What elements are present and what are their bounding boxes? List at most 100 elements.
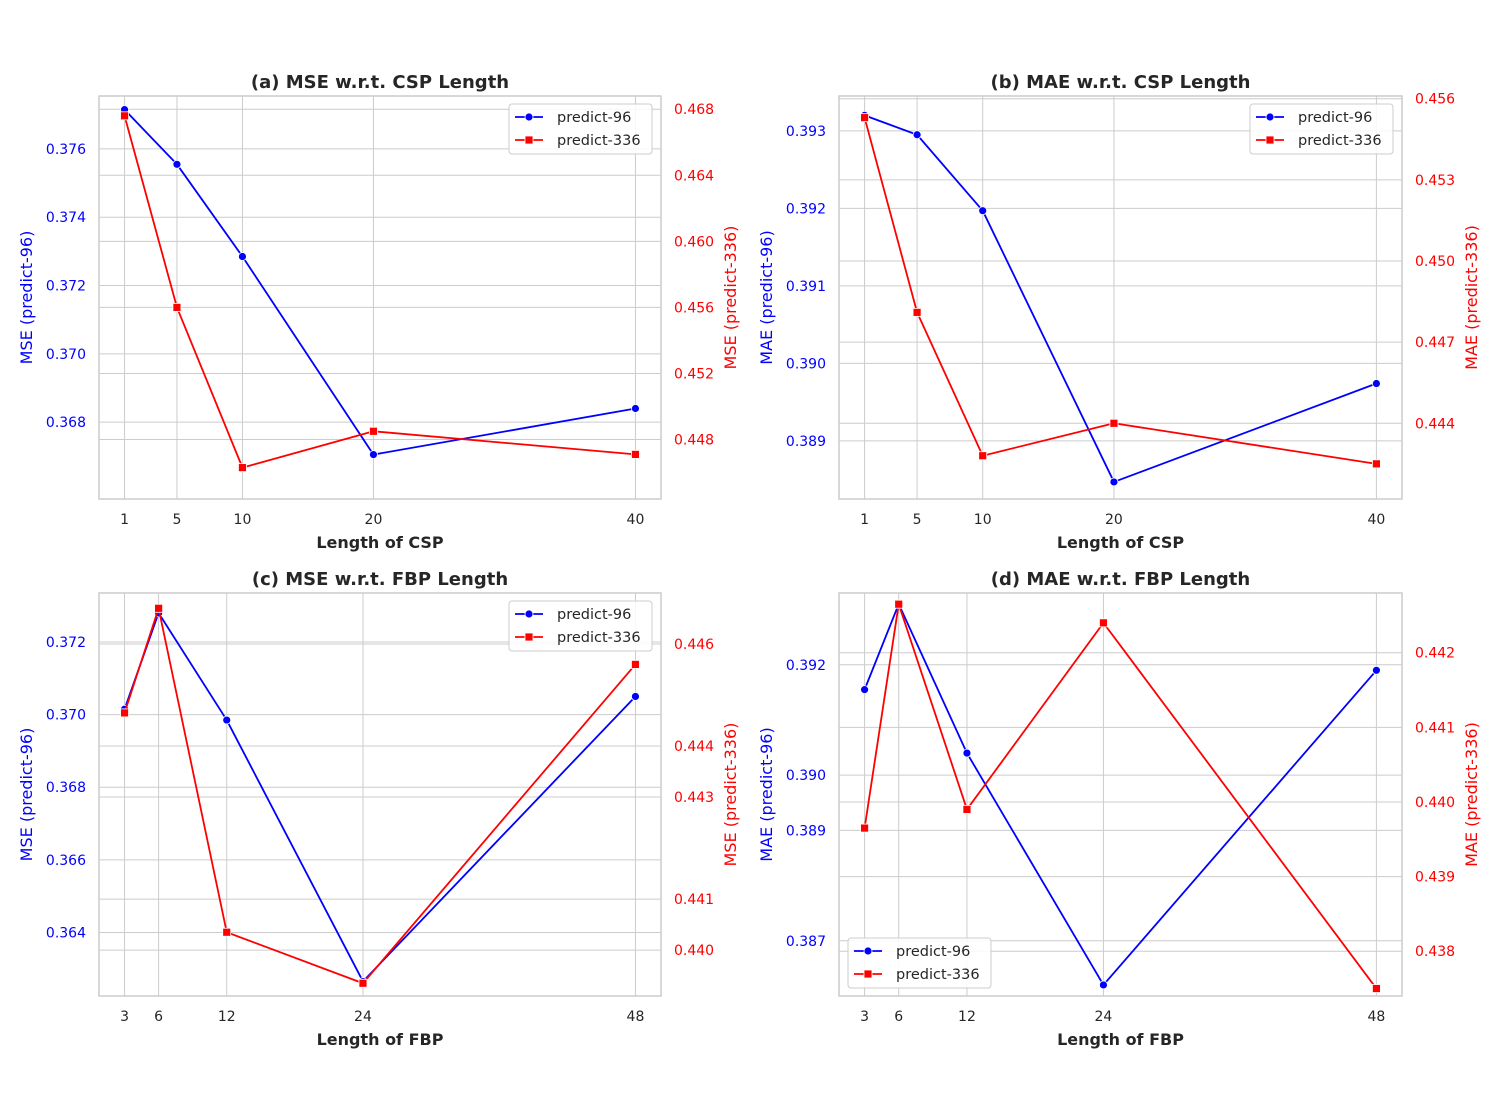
data-point-predict-336 [1372, 459, 1381, 469]
plot-frame [98, 592, 662, 997]
legend: predict-96 predict-336 [847, 937, 992, 989]
left-y-tick-label: 0.387 [786, 934, 826, 950]
right-y-tick-label: 0.439 [1415, 870, 1455, 886]
data-point-predict-96 [222, 715, 232, 725]
x-tick-label: 6 [894, 1009, 903, 1025]
x-tick-label: 1 [120, 512, 129, 528]
data-point-predict-96 [631, 692, 640, 701]
x-tick-label: 12 [958, 1009, 976, 1025]
right-y-axis-label: MAE (predict-336) [1462, 225, 1481, 370]
right-y-tick-label: 0.456 [674, 300, 714, 316]
right-y-tick-label: 0.443 [674, 790, 714, 806]
legend-marker-predict-96 [524, 609, 534, 619]
series-line-predict-96 [864, 114, 1377, 483]
data-point-predict-96 [1109, 477, 1119, 487]
left-y-axis-label: MSE (predict-96) [17, 728, 36, 862]
left-y-axis-label: MAE (predict-96) [757, 230, 776, 364]
data-point-predict-96 [1372, 665, 1381, 675]
legend-entry-predict-96: predict-96 [557, 607, 631, 623]
x-tick-label: 10 [234, 512, 252, 528]
data-point-predict-336 [1109, 418, 1119, 428]
left-y-tick-label: 0.391 [786, 279, 826, 295]
right-y-tick-label: 0.448 [674, 433, 714, 449]
right-y-tick-label: 0.442 [1415, 646, 1455, 662]
plot-frame [838, 592, 1403, 997]
data-point-predict-336 [172, 303, 182, 312]
legend-entry-predict-336: predict-336 [1298, 133, 1382, 149]
data-point-predict-96 [1372, 379, 1381, 388]
legend-entry-predict-96: predict-96 [896, 944, 970, 960]
right-y-tick-label: 0.464 [674, 168, 714, 184]
left-y-axis-label: MSE (predict-96) [17, 231, 36, 365]
data-point-predict-96 [860, 685, 869, 695]
left-y-tick-label: 0.372 [46, 635, 86, 651]
left-y-tick-label: 0.366 [46, 853, 86, 869]
series-line-predict-336 [863, 603, 1378, 990]
data-point-predict-336 [154, 603, 164, 613]
legend-box [508, 103, 653, 155]
chart-title: (d) MAE w.r.t. FBP Length [991, 569, 1250, 590]
data-point-predict-336 [631, 450, 640, 459]
series-line-predict-336 [123, 607, 637, 985]
data-point-predict-336 [120, 111, 129, 121]
x-tick-label: 5 [913, 512, 922, 528]
legend-entry-predict-336: predict-336 [557, 630, 641, 646]
right-y-tick-label: 0.440 [1415, 795, 1455, 811]
right-y-tick-label: 0.447 [1415, 335, 1455, 351]
x-axis-label: Length of FBP [1057, 1030, 1184, 1049]
legend-box [847, 937, 992, 989]
left-y-tick-label: 0.368 [46, 415, 86, 431]
chart-title: (c) MSE w.r.t. FBP Length [252, 569, 508, 590]
left-y-tick-label: 0.372 [46, 279, 86, 295]
x-tick-label: 10 [974, 512, 992, 528]
data-point-predict-96 [631, 404, 640, 413]
legend-marker-predict-336 [1265, 135, 1275, 145]
left-y-tick-label: 0.376 [46, 142, 86, 158]
x-tick-label: 48 [1367, 1009, 1385, 1025]
data-point-predict-336 [962, 805, 972, 814]
data-point-predict-336 [894, 599, 904, 609]
data-point-predict-336 [1372, 984, 1381, 993]
legend-marker-predict-336 [524, 135, 534, 145]
plot-frame [838, 95, 1403, 500]
right-y-tick-label: 0.438 [1415, 944, 1455, 960]
panel-d: (d) MAE w.r.t. FBP Length Length of FBP 3 6… [757, 569, 1481, 1049]
data-point-predict-336 [912, 307, 922, 317]
data-point-predict-96 [912, 130, 922, 140]
series-line-predict-96 [863, 603, 1378, 986]
data-point-predict-96 [369, 450, 378, 460]
chart-title: (b) MAE w.r.t. CSP Length [991, 72, 1251, 93]
right-y-tick-label: 0.456 [1415, 92, 1455, 108]
legend-entry-predict-336: predict-336 [557, 133, 641, 149]
data-point-predict-336 [860, 113, 869, 123]
x-tick-label: 12 [218, 1009, 236, 1025]
x-tick-label: 24 [354, 1009, 372, 1025]
data-point-predict-336 [978, 451, 988, 461]
right-y-axis-label: MSE (predict-336) [721, 226, 740, 370]
data-point-predict-96 [172, 159, 182, 169]
x-tick-label: 3 [120, 1009, 129, 1025]
legend: predict-96 predict-336 [508, 600, 653, 652]
legend: predict-96 predict-336 [1249, 103, 1394, 155]
legend-entry-predict-96: predict-96 [557, 110, 631, 126]
left-y-axis-label: MAE (predict-96) [757, 727, 776, 861]
left-y-tick-label: 0.393 [786, 124, 826, 140]
data-point-predict-96 [238, 252, 247, 261]
data-point-predict-96 [978, 206, 988, 216]
x-tick-label: 40 [1367, 512, 1385, 528]
series-line-predict-96 [123, 109, 636, 456]
data-point-predict-96 [962, 748, 972, 758]
data-point-predict-336 [860, 823, 869, 833]
x-tick-label: 1 [860, 512, 869, 528]
legend: predict-96 predict-336 [508, 103, 653, 155]
left-y-tick-label: 0.392 [786, 201, 826, 217]
left-y-tick-label: 0.370 [46, 347, 86, 363]
right-y-tick-label: 0.452 [674, 366, 714, 382]
legend-marker-predict-96 [524, 112, 534, 122]
data-point-predict-336 [222, 927, 232, 937]
legend-marker-predict-336 [863, 969, 873, 979]
right-y-tick-label: 0.468 [674, 102, 714, 118]
data-point-predict-96 [1099, 980, 1108, 990]
legend-box [508, 600, 653, 652]
